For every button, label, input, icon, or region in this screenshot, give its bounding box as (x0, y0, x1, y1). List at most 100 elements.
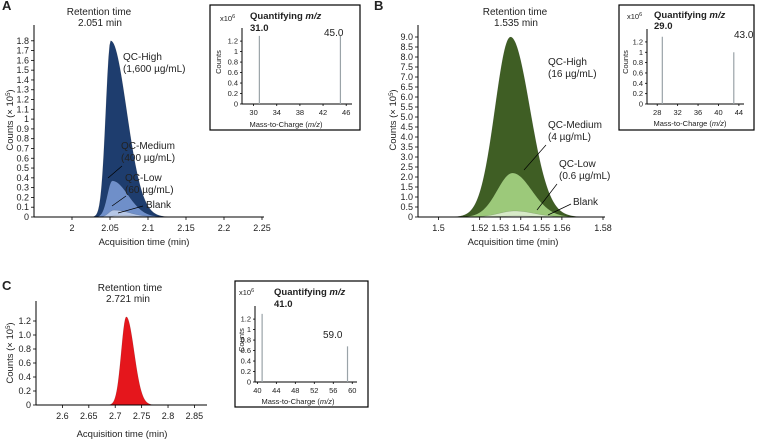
panel-c-inset-multiplier: x106 (239, 288, 254, 297)
panel-c-inset-x-tick-label: 60 (348, 386, 356, 395)
panel-a-x-tick-label: 2.25 (253, 223, 271, 233)
panel-a-y-tick-label: 0.9 (16, 124, 29, 134)
panel-b-y-tick-label: 2.5 (400, 162, 413, 172)
panel-c-inset-y-label: Counts (237, 328, 246, 352)
panel-a-inset-y-tick-label: 1.2 (228, 37, 238, 46)
panel-c-inset-plot: 0 0.20.4 0.60.8 11.2 40 44 48 52 56 60 (241, 306, 357, 395)
panel-a-label-qc-medium: QC-Medium (121, 141, 175, 152)
panel-b-y-tick-label: 7.5 (400, 62, 413, 72)
panel-b-conc-qc-medium: (4 µg/mL) (548, 132, 591, 143)
panel-c-inset-bar-label: 59.0 (323, 330, 343, 341)
panel-b-y-label-text: Counts (× 105) (388, 89, 399, 150)
panel-b-inset-x-tick-label: 32 (673, 108, 681, 117)
panel-b-inset-frame (618, 4, 755, 131)
panel-a-y-tick-label: 0.8 (16, 134, 29, 144)
panel-a-y-tick-label: 1.3 (16, 85, 29, 95)
panel-c-x-tick-label: 2.7 (109, 411, 122, 421)
panel-b-y-tick-label: 2.0 (400, 172, 413, 182)
panel-b-inset-y-tick-label: 0.4 (633, 79, 643, 88)
panel-c-inset-x-label: Mass-to-Charge (m/z) (262, 397, 335, 406)
panel-c-x-tick-label: 2.75 (133, 411, 151, 421)
panel-a-inset-x-label: Mass-to-Charge (m/z) (250, 120, 323, 129)
panel-a-leader-qc-medium (107, 165, 123, 179)
panel-c-inset-y-tick-label: 1.2 (241, 315, 251, 324)
panel-a-inset-frame (209, 4, 361, 131)
panel-b-inset-y-tick-label: 1.2 (633, 37, 643, 46)
panel-b-x-tick-label: 1.58 (594, 223, 612, 233)
panel-c-inset-x-tick-label: 52 (310, 386, 318, 395)
panel-b-inset-y-tick-label: 0.2 (633, 89, 643, 98)
panel-a-y-tick-label: 1.4 (16, 75, 29, 85)
panel-a-y-tick-label: 1 (24, 114, 29, 124)
panel-a-x-tick-label: 2.15 (177, 223, 195, 233)
panel-b-y-tick-label: 0.5 (400, 202, 413, 212)
panel-a-y-tick-label: 0.5 (16, 163, 29, 173)
panel-c-peak-trace (36, 316, 205, 406)
panel-c-letter: C (2, 278, 12, 293)
panel-b-y-tick-label: 5.5 (400, 102, 413, 112)
panel-c-y-tick-label: 0 (26, 400, 31, 410)
panel-c-y-tick-label: 0.8 (18, 344, 31, 354)
panel-a-inset-x-tick-label: 38 (296, 108, 304, 117)
panel-b-inset-quant-mz: 29.0 (654, 21, 673, 32)
panel-b-inset-x-tick-label: 28 (653, 108, 661, 117)
panel-a-retention-value: 2.051 min (78, 18, 122, 29)
panel-c-inset-y-tick-label: 1 (247, 325, 251, 334)
panel-b-inset-y-tick-label: 0 (639, 100, 643, 109)
panel-b-x-tick-label: 1.56 (553, 223, 571, 233)
panel-b-label-blank: Blank (573, 197, 599, 208)
panel-a-y-tick-label: 1.7 (16, 46, 29, 56)
panel-c-retention-value: 2.721 min (106, 294, 150, 305)
panel-c-inset-y-tick-label: 0 (247, 378, 251, 387)
panel-a-inset-x-tick-label: 34 (273, 108, 281, 117)
panel-a-y-tick-label: 0.7 (16, 143, 29, 153)
panel-a-inset-x-tick-label: 42 (319, 108, 327, 117)
panel-a-y-tick-label: 0.2 (16, 192, 29, 202)
panel-a: A Retention time 2.051 min Counts (× 105… (2, 0, 271, 248)
panel-a-y-label: Counts (× 105) (5, 89, 16, 150)
panel-b-axes: 00.51.01.52.02.53.03.54.04.55.05.56.06.5… (400, 25, 612, 233)
panel-b-y-label: Counts (× 105) (388, 89, 399, 150)
panel-c-inset-frame (234, 280, 369, 408)
panel-c-y-label-text: Counts (× 105) (5, 322, 16, 383)
panel-c-inset-y-tick-label: 0.6 (241, 346, 251, 355)
panel-b-label-qc-low: QC-Low (559, 159, 596, 170)
panel-b-inset-y-tick-label: 1 (639, 48, 643, 57)
panel-a-x-tick-label: 2.05 (101, 223, 119, 233)
panel-a-y-tick-label: 1.8 (16, 36, 29, 46)
panel-c-inset-x-tick-label: 56 (329, 386, 337, 395)
panel-c-x-tick-label: 2.65 (80, 411, 98, 421)
panel-a-x-tick-label: 2.2 (218, 223, 231, 233)
panel-a-inset-quant-mz: 31.0 (250, 23, 269, 34)
panel-b-inset-bar-label: 43.0 (734, 30, 754, 41)
panel-c: C Retention time 2.721 min Counts (× 105… (2, 278, 207, 440)
panel-c-inset-x-tick-label: 48 (291, 386, 299, 395)
panel-b-y-tick-label: 5.0 (400, 112, 413, 122)
panel-a-x-tick-label: 2.1 (142, 223, 155, 233)
panel-a-inset-x-tick-label: 46 (342, 108, 350, 117)
panel-a-conc-qc-medium: (400 µg/mL) (121, 153, 175, 164)
panel-a-conc-qc-low: (60 µg/mL) (125, 185, 174, 196)
panel-a-inset-y-tick-label: 1 (234, 47, 238, 56)
panel-c-x-label: Acquisition time (min) (77, 429, 168, 440)
panel-a-inset-multiplier: x106 (220, 14, 235, 23)
panel-a-inset-x-tick-label: 30 (249, 108, 257, 117)
panel-b-y-tick-label: 0 (408, 212, 413, 222)
panel-b-x-tick-label: 1.55 (533, 223, 551, 233)
panel-b-label-qc-high: QC-High (548, 57, 587, 68)
panel-a-inset-y-tick-label: 0.8 (228, 58, 238, 67)
panel-b-retention-title: Retention time (483, 7, 548, 18)
panel-b-y-tick-label: 4.0 (400, 132, 413, 142)
panel-b-inset-y-label: Counts (621, 50, 630, 74)
panel-b-letter: B (374, 0, 383, 13)
panel-b-retention-value: 1.535 min (494, 18, 538, 29)
panel-b-conc-qc-low: (0.6 µg/mL) (559, 171, 610, 182)
panel-c-inset: Quantifying m/z 41.0 x106 Counts 0 0.20.4… (234, 280, 369, 408)
panel-b-leader-qc-low (536, 183, 558, 211)
panel-a-inset-title: Quantifying m/z (250, 11, 322, 22)
panel-c-inset-y-tick-label: 0.4 (241, 357, 251, 366)
panel-a-inset-y-tick-label: 0.4 (228, 79, 238, 88)
panel-a-label-blank: Blank (146, 200, 172, 211)
panel-a-inset: Quantifying m/z 31.0 x106 Counts 0 0.20.4… (209, 4, 361, 131)
panel-c-inset-quant-mz: 41.0 (274, 299, 293, 310)
